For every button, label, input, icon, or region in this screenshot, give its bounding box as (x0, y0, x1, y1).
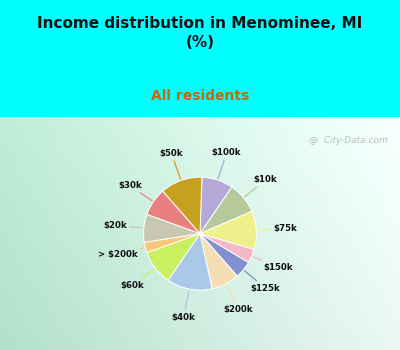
Text: $20k: $20k (104, 221, 142, 230)
Text: @  City-Data.com: @ City-Data.com (309, 136, 388, 145)
Wedge shape (200, 187, 252, 234)
Wedge shape (200, 211, 256, 250)
Wedge shape (168, 234, 212, 290)
Text: All residents: All residents (151, 89, 249, 103)
Text: Income distribution in Menominee, MI
(%): Income distribution in Menominee, MI (%) (37, 16, 363, 50)
Wedge shape (200, 177, 232, 234)
Text: $75k: $75k (258, 224, 297, 233)
Text: $200k: $200k (224, 285, 253, 314)
Text: $100k: $100k (212, 148, 241, 179)
Text: $150k: $150k (253, 257, 293, 272)
Text: $60k: $60k (121, 269, 154, 290)
Text: $40k: $40k (172, 290, 196, 322)
Wedge shape (200, 234, 237, 289)
Text: $10k: $10k (245, 175, 278, 197)
Text: $30k: $30k (118, 181, 152, 201)
Wedge shape (147, 191, 200, 234)
Wedge shape (200, 234, 254, 262)
Wedge shape (144, 234, 200, 253)
Text: $50k: $50k (160, 149, 183, 179)
Wedge shape (163, 177, 202, 234)
Wedge shape (144, 214, 200, 242)
Text: $125k: $125k (244, 271, 280, 293)
Wedge shape (147, 234, 200, 280)
Text: > $200k: > $200k (98, 248, 144, 259)
Wedge shape (200, 234, 248, 276)
